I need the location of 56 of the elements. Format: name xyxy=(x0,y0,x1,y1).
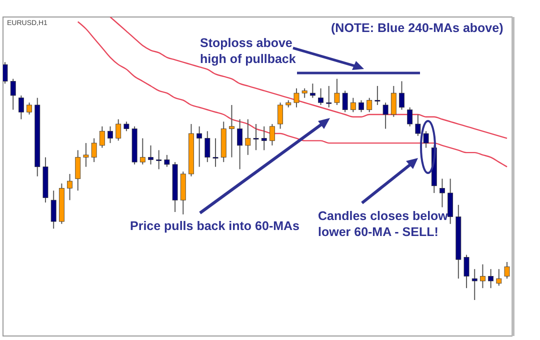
candlestick xyxy=(278,102,283,130)
candlestick xyxy=(399,80,404,110)
candlestick xyxy=(342,90,348,113)
candlestick xyxy=(390,85,396,118)
candlestick xyxy=(302,88,308,98)
candlestick xyxy=(164,154,170,168)
annotation: Stoploss above high of pullback xyxy=(200,36,296,66)
candlestick xyxy=(124,121,130,132)
candlestick xyxy=(91,138,97,163)
candlestick xyxy=(407,106,413,127)
candlestick xyxy=(448,178,454,224)
candlestick xyxy=(99,126,105,148)
text: (NOTE: Blue 240-MAs above) xyxy=(331,21,504,35)
candlestick xyxy=(67,173,72,201)
candlestick xyxy=(310,83,316,98)
candlestick xyxy=(415,114,421,136)
candlestick xyxy=(156,150,162,170)
candlestick xyxy=(374,85,380,106)
candlestick xyxy=(496,268,502,286)
candlestick xyxy=(326,85,332,108)
candlestick xyxy=(253,124,259,151)
candlestick xyxy=(108,126,113,144)
candlestick xyxy=(10,78,16,110)
candlestick xyxy=(423,130,429,148)
candlestick xyxy=(358,100,364,113)
candlestick xyxy=(382,102,388,130)
candlestick xyxy=(366,97,372,113)
candlestick xyxy=(3,62,8,84)
candlestick xyxy=(440,178,445,208)
candlestick xyxy=(50,190,56,230)
candlestick xyxy=(261,126,267,151)
candlestick xyxy=(18,94,24,120)
candlestick xyxy=(472,268,478,300)
candlestick xyxy=(318,88,324,106)
candlestick xyxy=(148,144,154,165)
candlestick xyxy=(334,78,340,106)
candlestick xyxy=(488,268,494,289)
candlestick xyxy=(294,88,300,108)
candlestick xyxy=(212,138,218,168)
candlestick xyxy=(480,264,486,289)
candlestick xyxy=(350,97,356,113)
annotation: Price pulls back into 60-MAs xyxy=(130,219,300,233)
candlestick xyxy=(464,254,470,289)
candlestick xyxy=(196,126,202,168)
candlestick xyxy=(229,104,234,158)
candlestick xyxy=(245,118,251,156)
candlestick xyxy=(237,118,243,170)
candlestick xyxy=(83,142,89,168)
candlestick xyxy=(204,130,210,163)
candlestick xyxy=(140,138,146,165)
candlestick xyxy=(26,102,32,116)
annotation: Candles closes below lower 60-MA - SELL! xyxy=(318,209,448,239)
candlestick xyxy=(269,124,275,146)
candlestick xyxy=(504,261,510,280)
candlestick xyxy=(116,118,122,142)
candlestick xyxy=(75,150,81,192)
